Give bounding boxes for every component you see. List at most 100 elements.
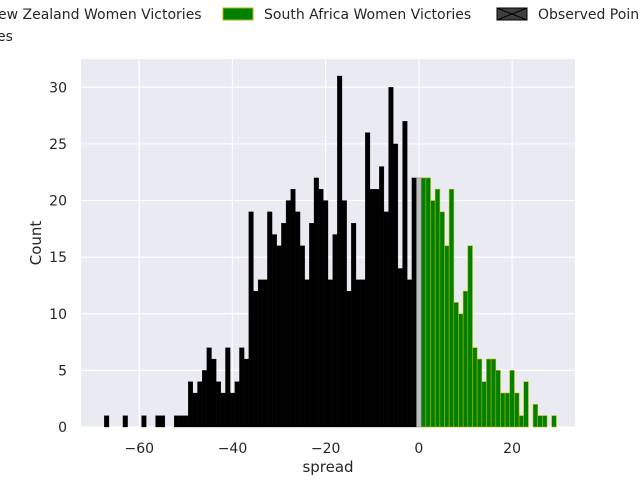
bar-new-zealand-women-victories	[122, 415, 128, 428]
bar-new-zealand-women-victories	[285, 200, 291, 428]
x-tick-labels: −60 −40 −20 0 20	[124, 441, 521, 457]
legend-label-observed-point: Observed Poin	[538, 7, 639, 23]
bar-new-zealand-women-victories	[188, 381, 193, 428]
bar-new-zealand-women-victories	[216, 381, 221, 428]
x-tick-label: 20	[503, 441, 521, 457]
bar-new-zealand-women-victories	[281, 223, 287, 428]
y-tick-label: 15	[49, 250, 67, 266]
bar-south-africa-women-victories	[425, 177, 431, 428]
y-tick-label: 10	[49, 307, 67, 323]
bar-south-africa-women-victories	[453, 302, 459, 428]
bar-new-zealand-women-victories	[178, 415, 184, 428]
bar-new-zealand-women-victories	[220, 392, 226, 428]
bar-new-zealand-women-victories	[379, 166, 385, 428]
bar-new-zealand-women-victories	[318, 189, 324, 428]
bar-new-zealand-women-victories	[174, 415, 180, 428]
x-tick-label: −40	[218, 441, 248, 457]
y-tick-label: 25	[49, 137, 67, 153]
bar-new-zealand-women-victories	[262, 279, 268, 428]
bar-new-zealand-women-victories	[257, 279, 263, 428]
bar-south-africa-women-victories	[490, 358, 497, 428]
bar-new-zealand-women-victories	[393, 143, 399, 428]
bar-new-zealand-women-victories	[248, 211, 254, 428]
bar-new-zealand-women-victories	[197, 381, 203, 428]
bar-south-africa-women-victories	[476, 358, 483, 428]
bar-new-zealand-women-victories	[341, 200, 347, 428]
bar-south-africa-women-victories	[472, 347, 478, 428]
bar-new-zealand-women-victories	[295, 211, 301, 428]
bar-new-zealand-women-victories	[276, 245, 282, 428]
bar-new-zealand-women-victories	[365, 132, 371, 428]
bar-south-africa-women-victories	[430, 200, 436, 428]
bars	[104, 75, 557, 428]
bar-south-africa-women-victories	[467, 245, 473, 428]
bar-new-zealand-women-victories	[337, 75, 343, 428]
bar-new-zealand-women-victories	[160, 415, 166, 428]
bar-observed-point	[416, 177, 422, 428]
bar-south-africa-women-victories	[462, 290, 469, 428]
bar-south-africa-women-victories	[509, 370, 515, 428]
bar-new-zealand-women-victories	[267, 211, 273, 428]
legend-label-south-africa: South Africa Women Victories	[264, 7, 471, 23]
bar-new-zealand-women-victories	[374, 189, 380, 428]
bar-new-zealand-women-victories	[202, 370, 207, 428]
bar-new-zealand-women-victories	[211, 358, 217, 428]
y-tick-label: 30	[49, 80, 67, 96]
x-tick-label: −60	[124, 441, 154, 457]
bar-new-zealand-women-victories	[407, 279, 413, 428]
bar-new-zealand-women-victories	[239, 347, 245, 428]
bar-south-africa-women-victories	[504, 392, 511, 428]
bar-new-zealand-women-victories	[304, 279, 310, 428]
legend-swatch-observed-point	[496, 7, 528, 21]
legend: ew Zealand Women Victories es South Afri…	[0, 7, 639, 45]
bar-new-zealand-women-victories	[183, 415, 189, 428]
bar-new-zealand-women-victories	[192, 392, 198, 428]
y-tick-label: 0	[58, 420, 67, 436]
legend-label-new-zealand: ew Zealand Women Victories	[0, 7, 202, 23]
bar-south-africa-women-victories	[495, 370, 501, 428]
x-tick-label: −20	[311, 441, 341, 457]
bar-south-africa-women-victories	[542, 415, 548, 428]
bar-new-zealand-women-victories	[229, 392, 235, 428]
bar-south-africa-women-victories	[518, 415, 525, 428]
bar-south-africa-women-victories	[481, 381, 487, 428]
bar-new-zealand-women-victories	[104, 415, 110, 428]
bar-new-zealand-women-victories	[155, 415, 161, 428]
x-tick-label: 0	[414, 441, 423, 457]
bar-new-zealand-women-victories	[299, 245, 305, 428]
bar-new-zealand-women-victories	[290, 189, 296, 428]
bar-new-zealand-women-victories	[271, 234, 277, 428]
bar-new-zealand-women-victories	[360, 279, 366, 428]
bar-new-zealand-women-victories	[388, 87, 394, 428]
bar-new-zealand-women-victories	[402, 121, 408, 428]
bar-south-africa-women-victories	[532, 404, 539, 428]
bar-new-zealand-women-victories	[411, 177, 417, 428]
bar-new-zealand-women-victories	[141, 415, 147, 428]
bar-new-zealand-women-victories	[332, 234, 338, 428]
bar-new-zealand-women-victories	[206, 347, 212, 428]
bar-new-zealand-women-victories	[383, 211, 389, 428]
bar-new-zealand-women-victories	[243, 358, 249, 428]
bar-south-africa-women-victories	[514, 392, 520, 428]
y-tick-label: 5	[58, 363, 67, 379]
bar-new-zealand-women-victories	[313, 177, 319, 428]
bar-south-africa-women-victories	[458, 313, 464, 428]
bar-new-zealand-women-victories	[309, 223, 315, 428]
bar-south-africa-women-victories	[444, 245, 450, 428]
y-tick-label: 20	[49, 194, 67, 210]
bar-south-africa-women-victories	[434, 188, 441, 428]
bar-south-africa-women-victories	[439, 211, 445, 428]
bar-south-africa-women-victories	[448, 188, 455, 428]
bar-south-africa-women-victories	[486, 358, 492, 428]
bar-new-zealand-women-victories	[346, 290, 352, 428]
bar-new-zealand-women-victories	[234, 381, 240, 428]
bar-south-africa-women-victories	[551, 415, 557, 428]
bar-south-africa-women-victories	[420, 177, 427, 428]
bar-new-zealand-women-victories	[369, 189, 375, 428]
bar-new-zealand-women-victories	[355, 279, 361, 428]
bar-new-zealand-women-victories	[225, 347, 231, 428]
bar-new-zealand-women-victories	[327, 279, 333, 428]
y-axis-label: Count	[27, 221, 45, 266]
x-axis-label: spread	[302, 458, 353, 476]
